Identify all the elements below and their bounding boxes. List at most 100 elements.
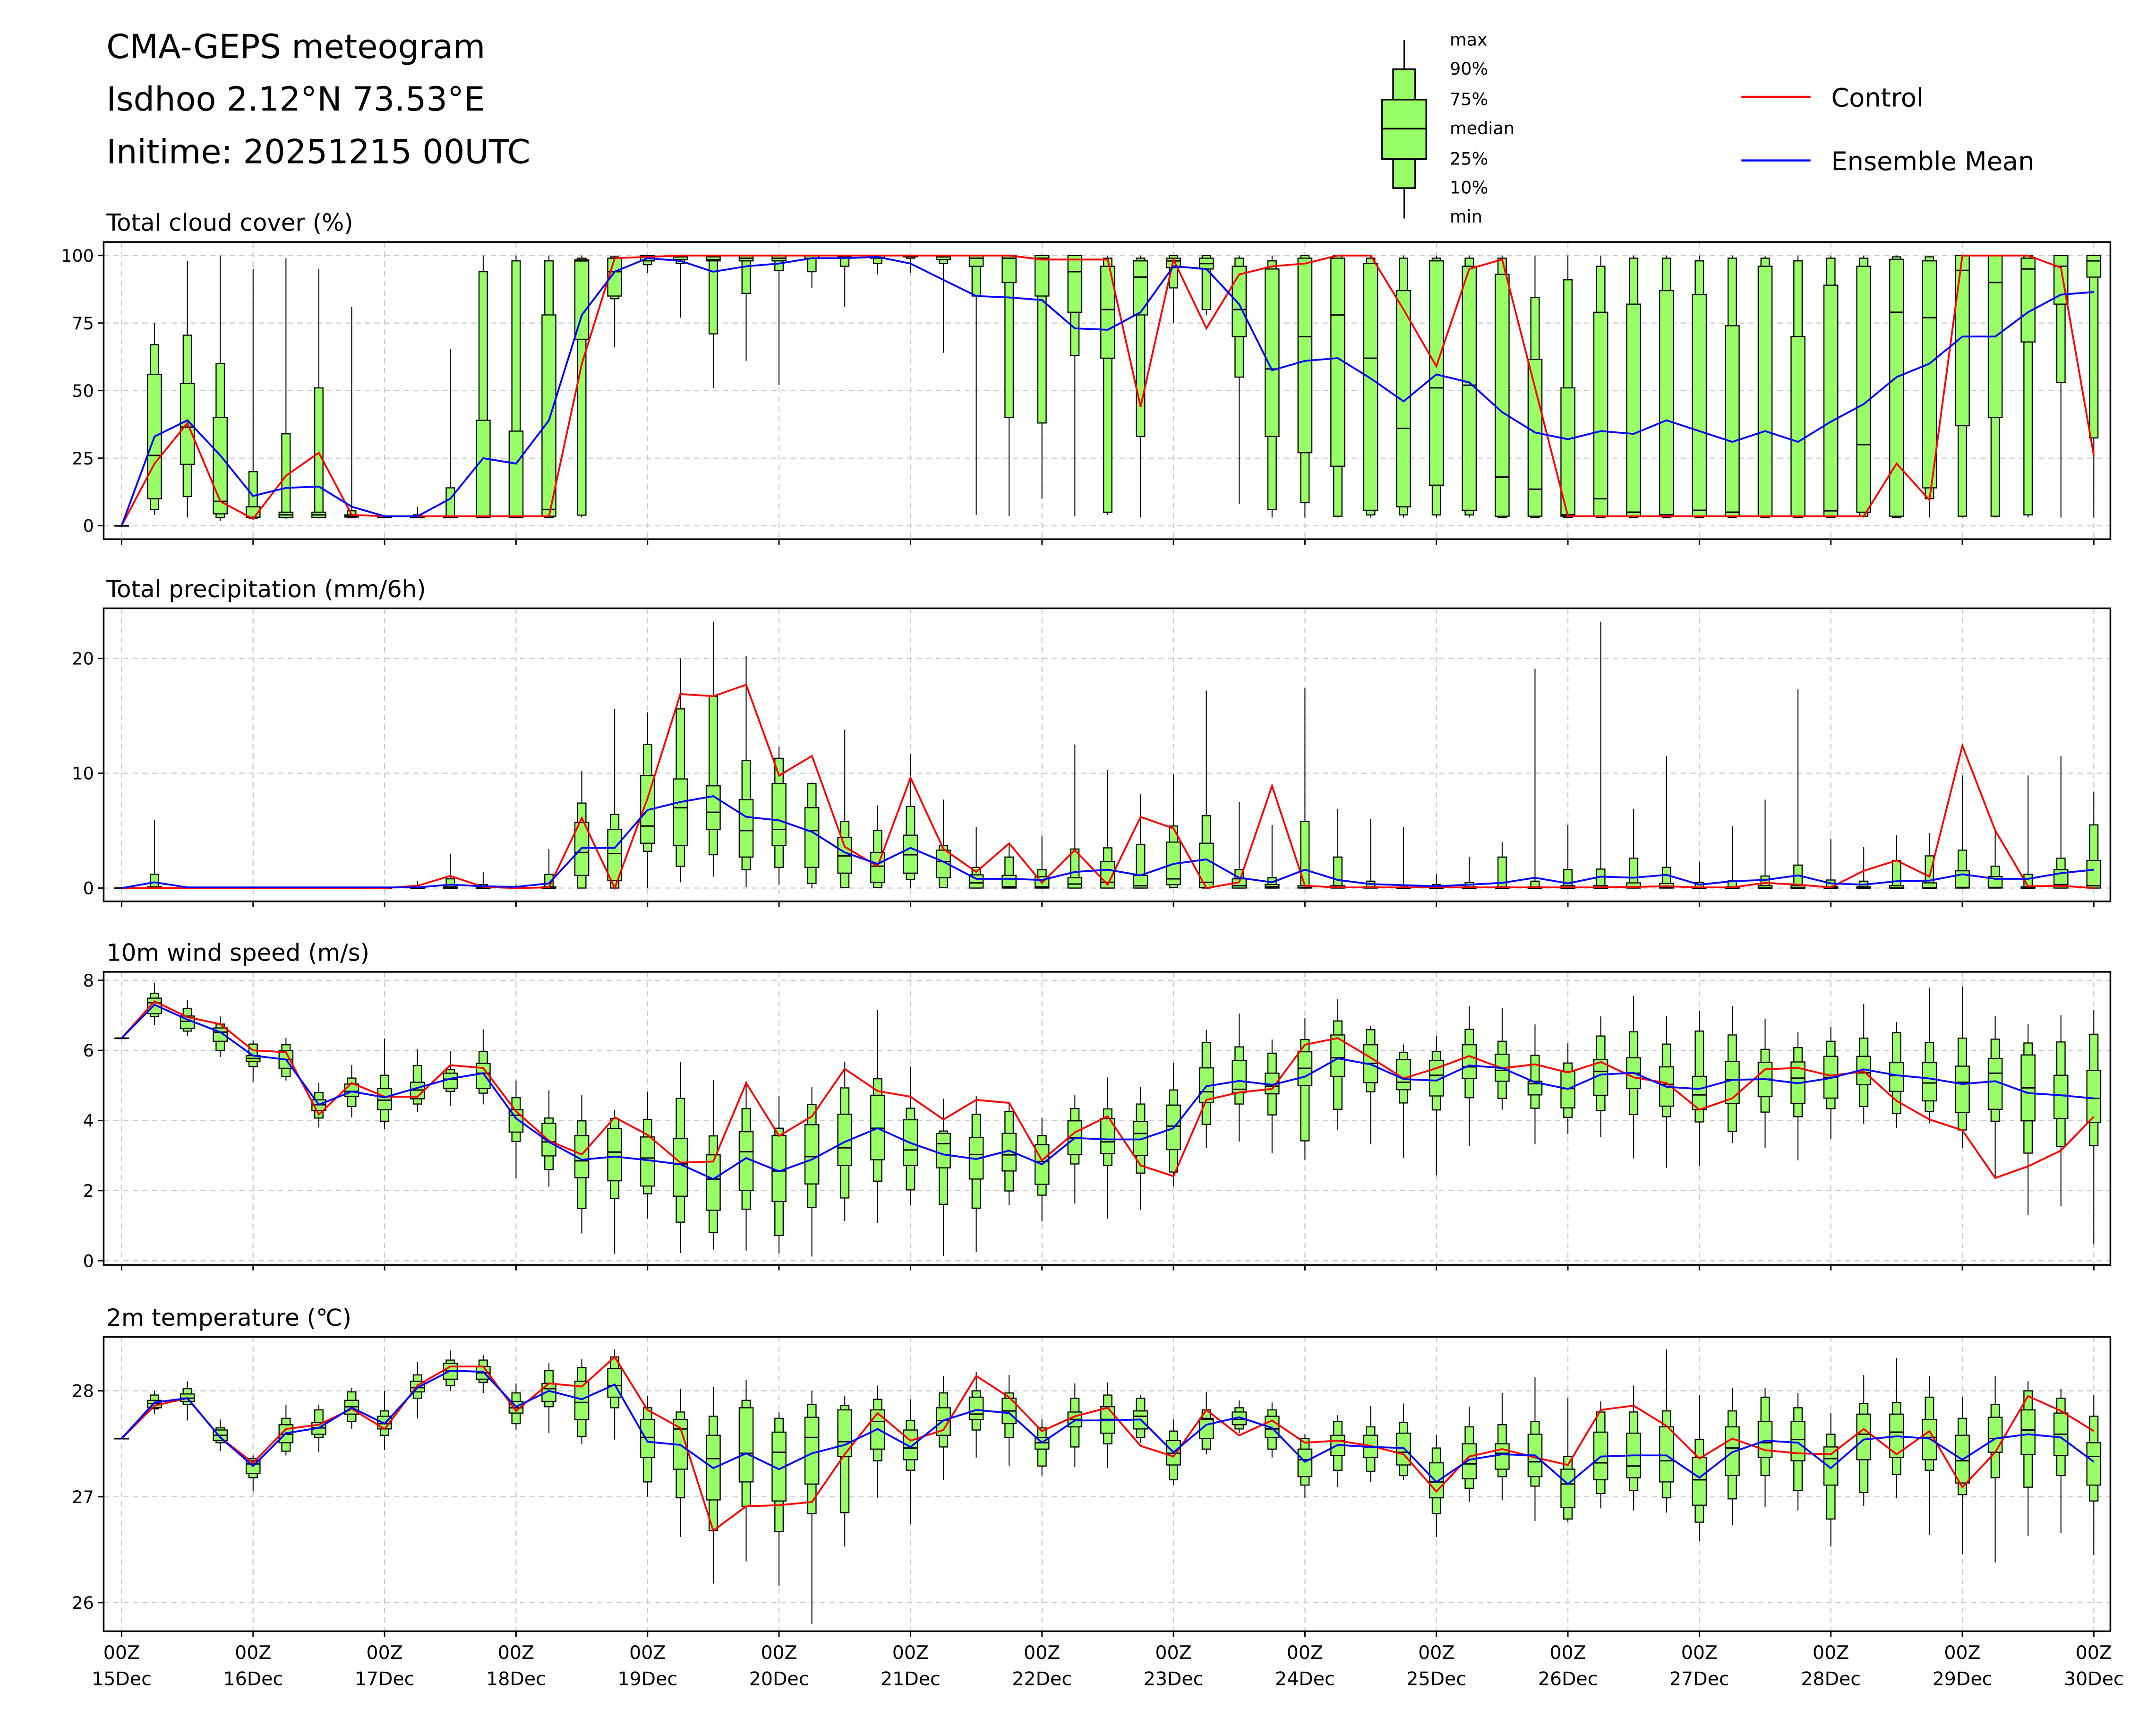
box-p25-p75 — [377, 1088, 392, 1110]
box-p25-p75 — [1330, 258, 1345, 467]
box-p25-p75 — [968, 1396, 984, 1420]
box-p25-p75 — [870, 1094, 885, 1160]
temperature-title: 2m temperature (℃) — [106, 1304, 351, 1331]
ensemble-box — [1955, 255, 1970, 518]
box-p25-p75 — [1462, 266, 1477, 511]
box-p25-p75 — [1922, 1062, 1937, 1102]
ensemble-box — [771, 1096, 787, 1254]
box-p25-p75 — [508, 430, 524, 518]
ensemble-box — [706, 1080, 721, 1250]
box-p25-p75 — [706, 785, 721, 830]
box-p25-p75 — [738, 1407, 754, 1483]
legend-label-median: median — [1450, 118, 1514, 138]
legend-label-p75: 75% — [1450, 89, 1488, 110]
station-location: Isdhoo 2.12°N 73.53°E — [106, 80, 485, 119]
box-p25-p75 — [936, 1133, 951, 1168]
box-p25-p75 — [1790, 1421, 1805, 1461]
ensemble-box — [1560, 255, 1575, 518]
y-tick-label: 0 — [83, 1251, 94, 1271]
box-p25-p75 — [1034, 255, 1050, 297]
box-p25-p75 — [1823, 284, 1839, 517]
box-p25-p75 — [1495, 1443, 1510, 1470]
ensemble-box — [1922, 255, 1937, 518]
ensemble-box — [837, 730, 853, 888]
cloud-cover-frame — [103, 241, 2112, 540]
figure-title: CMA-GEPS meteogram — [106, 27, 485, 66]
box-p25-p75 — [2086, 1070, 2102, 1124]
box-p25-p75 — [2086, 859, 2102, 889]
ensemble-box — [1462, 255, 1477, 518]
ensemble-box — [1462, 1006, 1477, 1146]
x-tick-date: 22Dec — [1012, 1668, 1072, 1690]
ensemble-box — [804, 1391, 820, 1624]
ensemble-box — [968, 1096, 984, 1252]
x-tick-date: 26Dec — [1538, 1668, 1598, 1690]
box-p25-p75 — [1725, 325, 1740, 517]
x-tick-date: 16Dec — [223, 1668, 283, 1690]
ensemble-mean-line — [121, 1370, 2095, 1486]
ensemble-box — [2086, 255, 2102, 518]
box-p25-p75 — [1856, 266, 1872, 513]
box-p25-p75 — [1725, 1061, 1740, 1104]
ensemble-box — [574, 771, 590, 889]
ensemble-box — [1067, 1383, 1083, 1467]
box-p25-p75 — [1659, 1426, 1674, 1483]
x-tick-date: 21Dec — [881, 1668, 941, 1690]
box-p25-p75 — [1757, 1421, 1773, 1458]
box-p25-p75 — [1757, 266, 1773, 517]
y-tick-label: 20 — [72, 649, 94, 669]
box-p25-p75 — [804, 1124, 820, 1185]
x-tick-date: 24Dec — [1275, 1668, 1335, 1690]
x-tick-time: 00Z — [892, 1642, 929, 1664]
x-tick-time: 00Z — [2076, 1642, 2112, 1664]
box-p25-p75 — [607, 829, 622, 881]
wind-speed-panel: 10m wind speed (m/s) 0 2 4 6 8 — [83, 939, 2112, 1271]
x-tick-time: 00Z — [1813, 1642, 1849, 1664]
box-p25-p75 — [706, 1434, 721, 1501]
y-tick-label: 8 — [83, 971, 94, 991]
box-p25-p75 — [1363, 263, 1378, 511]
figure-header: CMA-GEPS meteogram Isdhoo 2.12°N 73.53°E… — [106, 27, 530, 171]
box-p25-p75 — [1462, 1044, 1477, 1079]
box-p25-p75 — [1922, 260, 1937, 489]
ensemble-box — [607, 1349, 622, 1440]
ensemble-box — [706, 255, 721, 388]
ensemble-box — [1297, 1018, 1313, 1160]
ensemble-box — [1692, 1395, 1707, 1541]
legend-label-max: max — [1450, 30, 1488, 50]
ensemble-box — [1692, 255, 1707, 518]
box-p25-p75 — [1659, 290, 1674, 517]
x-tick-date: 28Dec — [1801, 1668, 1861, 1690]
y-tick-label: 0 — [83, 878, 94, 899]
ensemble-box — [410, 1049, 425, 1112]
box-p25-p75 — [804, 807, 820, 868]
box-p10-p90 — [2089, 255, 2099, 438]
box-p25-p75 — [1593, 311, 1608, 517]
legend-control-label: Control — [1831, 83, 1924, 112]
init-time: Initime: 20251215 00UTC — [106, 132, 530, 171]
ensemble-box — [1593, 1401, 1608, 1509]
x-tick-date: 18Dec — [486, 1668, 546, 1690]
ensemble-box — [1232, 1014, 1247, 1142]
x-tick-time: 00Z — [1944, 1642, 1980, 1664]
ensemble-box — [1856, 255, 1872, 518]
ensemble-box — [706, 621, 721, 877]
y-tick-label: 26 — [72, 1593, 94, 1613]
control-line — [121, 1000, 2095, 1179]
precipitation-title: Total precipitation (mm/6h) — [106, 575, 426, 603]
ensemble-box — [771, 747, 787, 885]
x-tick-time: 00Z — [629, 1642, 666, 1664]
box-p25-p75 — [804, 1417, 820, 1485]
box-p25-p75 — [2053, 1074, 2069, 1119]
ensemble-box — [1725, 255, 1740, 518]
box-p25-p75 — [1790, 336, 1805, 517]
ensemble-box — [1987, 1376, 2003, 1563]
y-tick-label: 25 — [72, 448, 94, 469]
ensemble-box — [1889, 1022, 1904, 1128]
y-tick-label: 28 — [72, 1381, 94, 1401]
ensemble-box — [1725, 1005, 1740, 1143]
box-p25-p75 — [1429, 260, 1444, 486]
box-p25-p75 — [1823, 1446, 1839, 1486]
box-p25-p75 — [1692, 294, 1707, 517]
